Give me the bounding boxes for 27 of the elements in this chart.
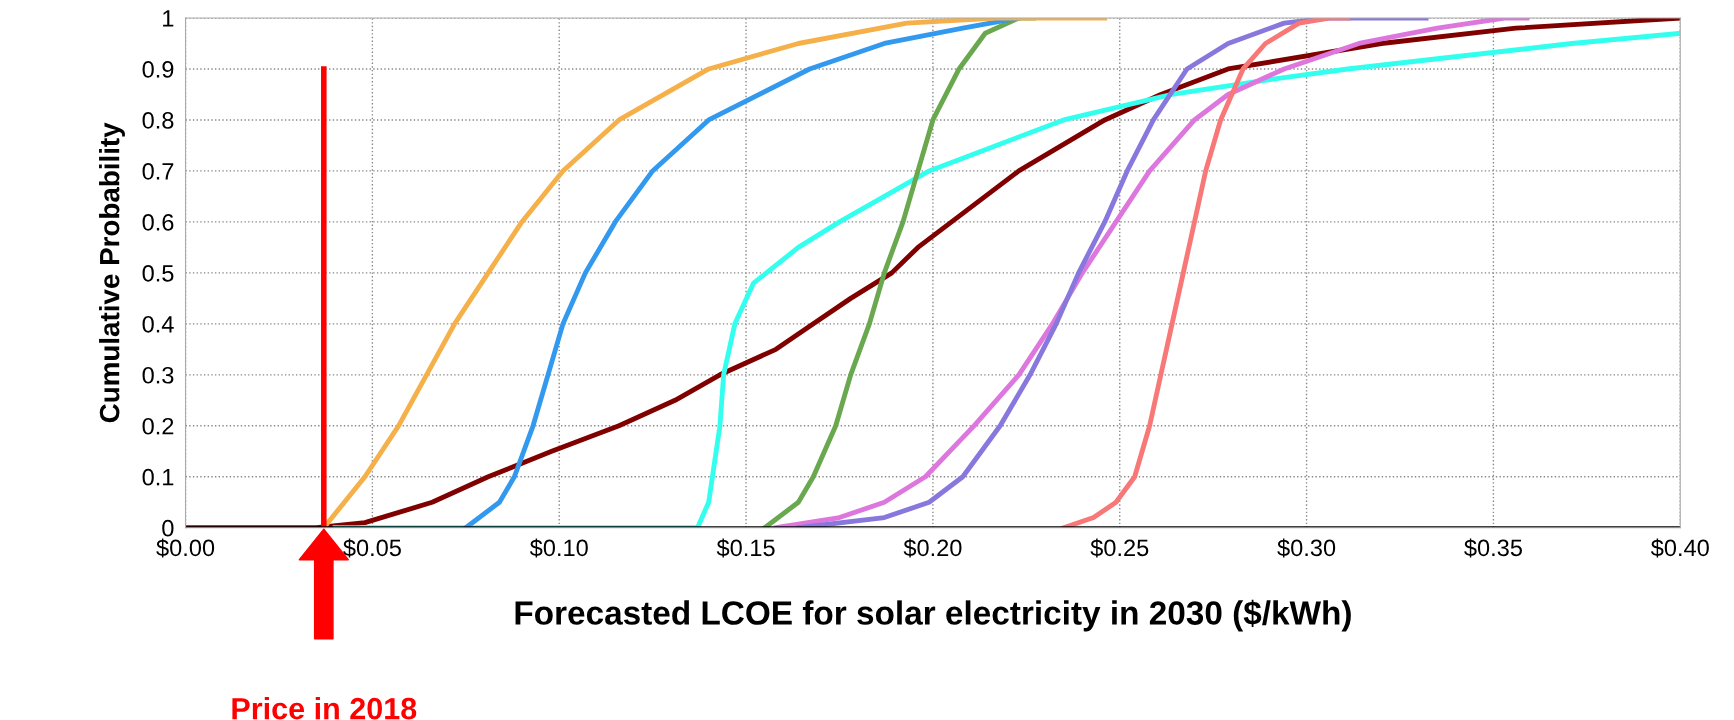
line-series xyxy=(1061,18,1351,528)
x-tick-label: $0.35 xyxy=(1464,538,1522,558)
y-tick-label: 0.8 xyxy=(142,112,174,129)
x-axis-title: Forecasted LCOE for solar electricity in 2030 ($/kWh) xyxy=(515,599,1351,632)
x-tick-label: $0.30 xyxy=(1277,538,1336,558)
y-tick-label: 0.4 xyxy=(142,315,174,333)
y-tick-label: 0.1 xyxy=(142,468,174,486)
y-tick-label: 0 xyxy=(162,519,174,537)
x-tick-label: $0.15 xyxy=(716,538,775,558)
x-tick-label: $0.05 xyxy=(343,538,401,558)
line-series xyxy=(773,18,1530,528)
x-tick-label: $0.20 xyxy=(903,538,962,558)
x-tick-label: $0.10 xyxy=(529,538,588,558)
x-tick-label: $0.00 xyxy=(156,538,215,558)
line-series xyxy=(795,18,1429,528)
y-tick-label: 0.5 xyxy=(142,264,174,282)
y-tick-label: 0.9 xyxy=(142,61,174,78)
x-tick-label: $0.25 xyxy=(1090,538,1149,558)
x-tick-label: $0.40 xyxy=(1650,538,1709,558)
y-tick-label: 1 xyxy=(163,10,174,27)
y-tick-label: 0.6 xyxy=(142,213,174,231)
text: Price in 2018 xyxy=(232,697,417,720)
line-series xyxy=(463,18,1022,528)
y-axis-title: Cumulative Probability xyxy=(99,122,125,423)
y-tick-label: 0.3 xyxy=(142,366,174,384)
y-tick-label: 0.7 xyxy=(142,163,174,180)
y-tick-label: 0.2 xyxy=(142,417,174,435)
